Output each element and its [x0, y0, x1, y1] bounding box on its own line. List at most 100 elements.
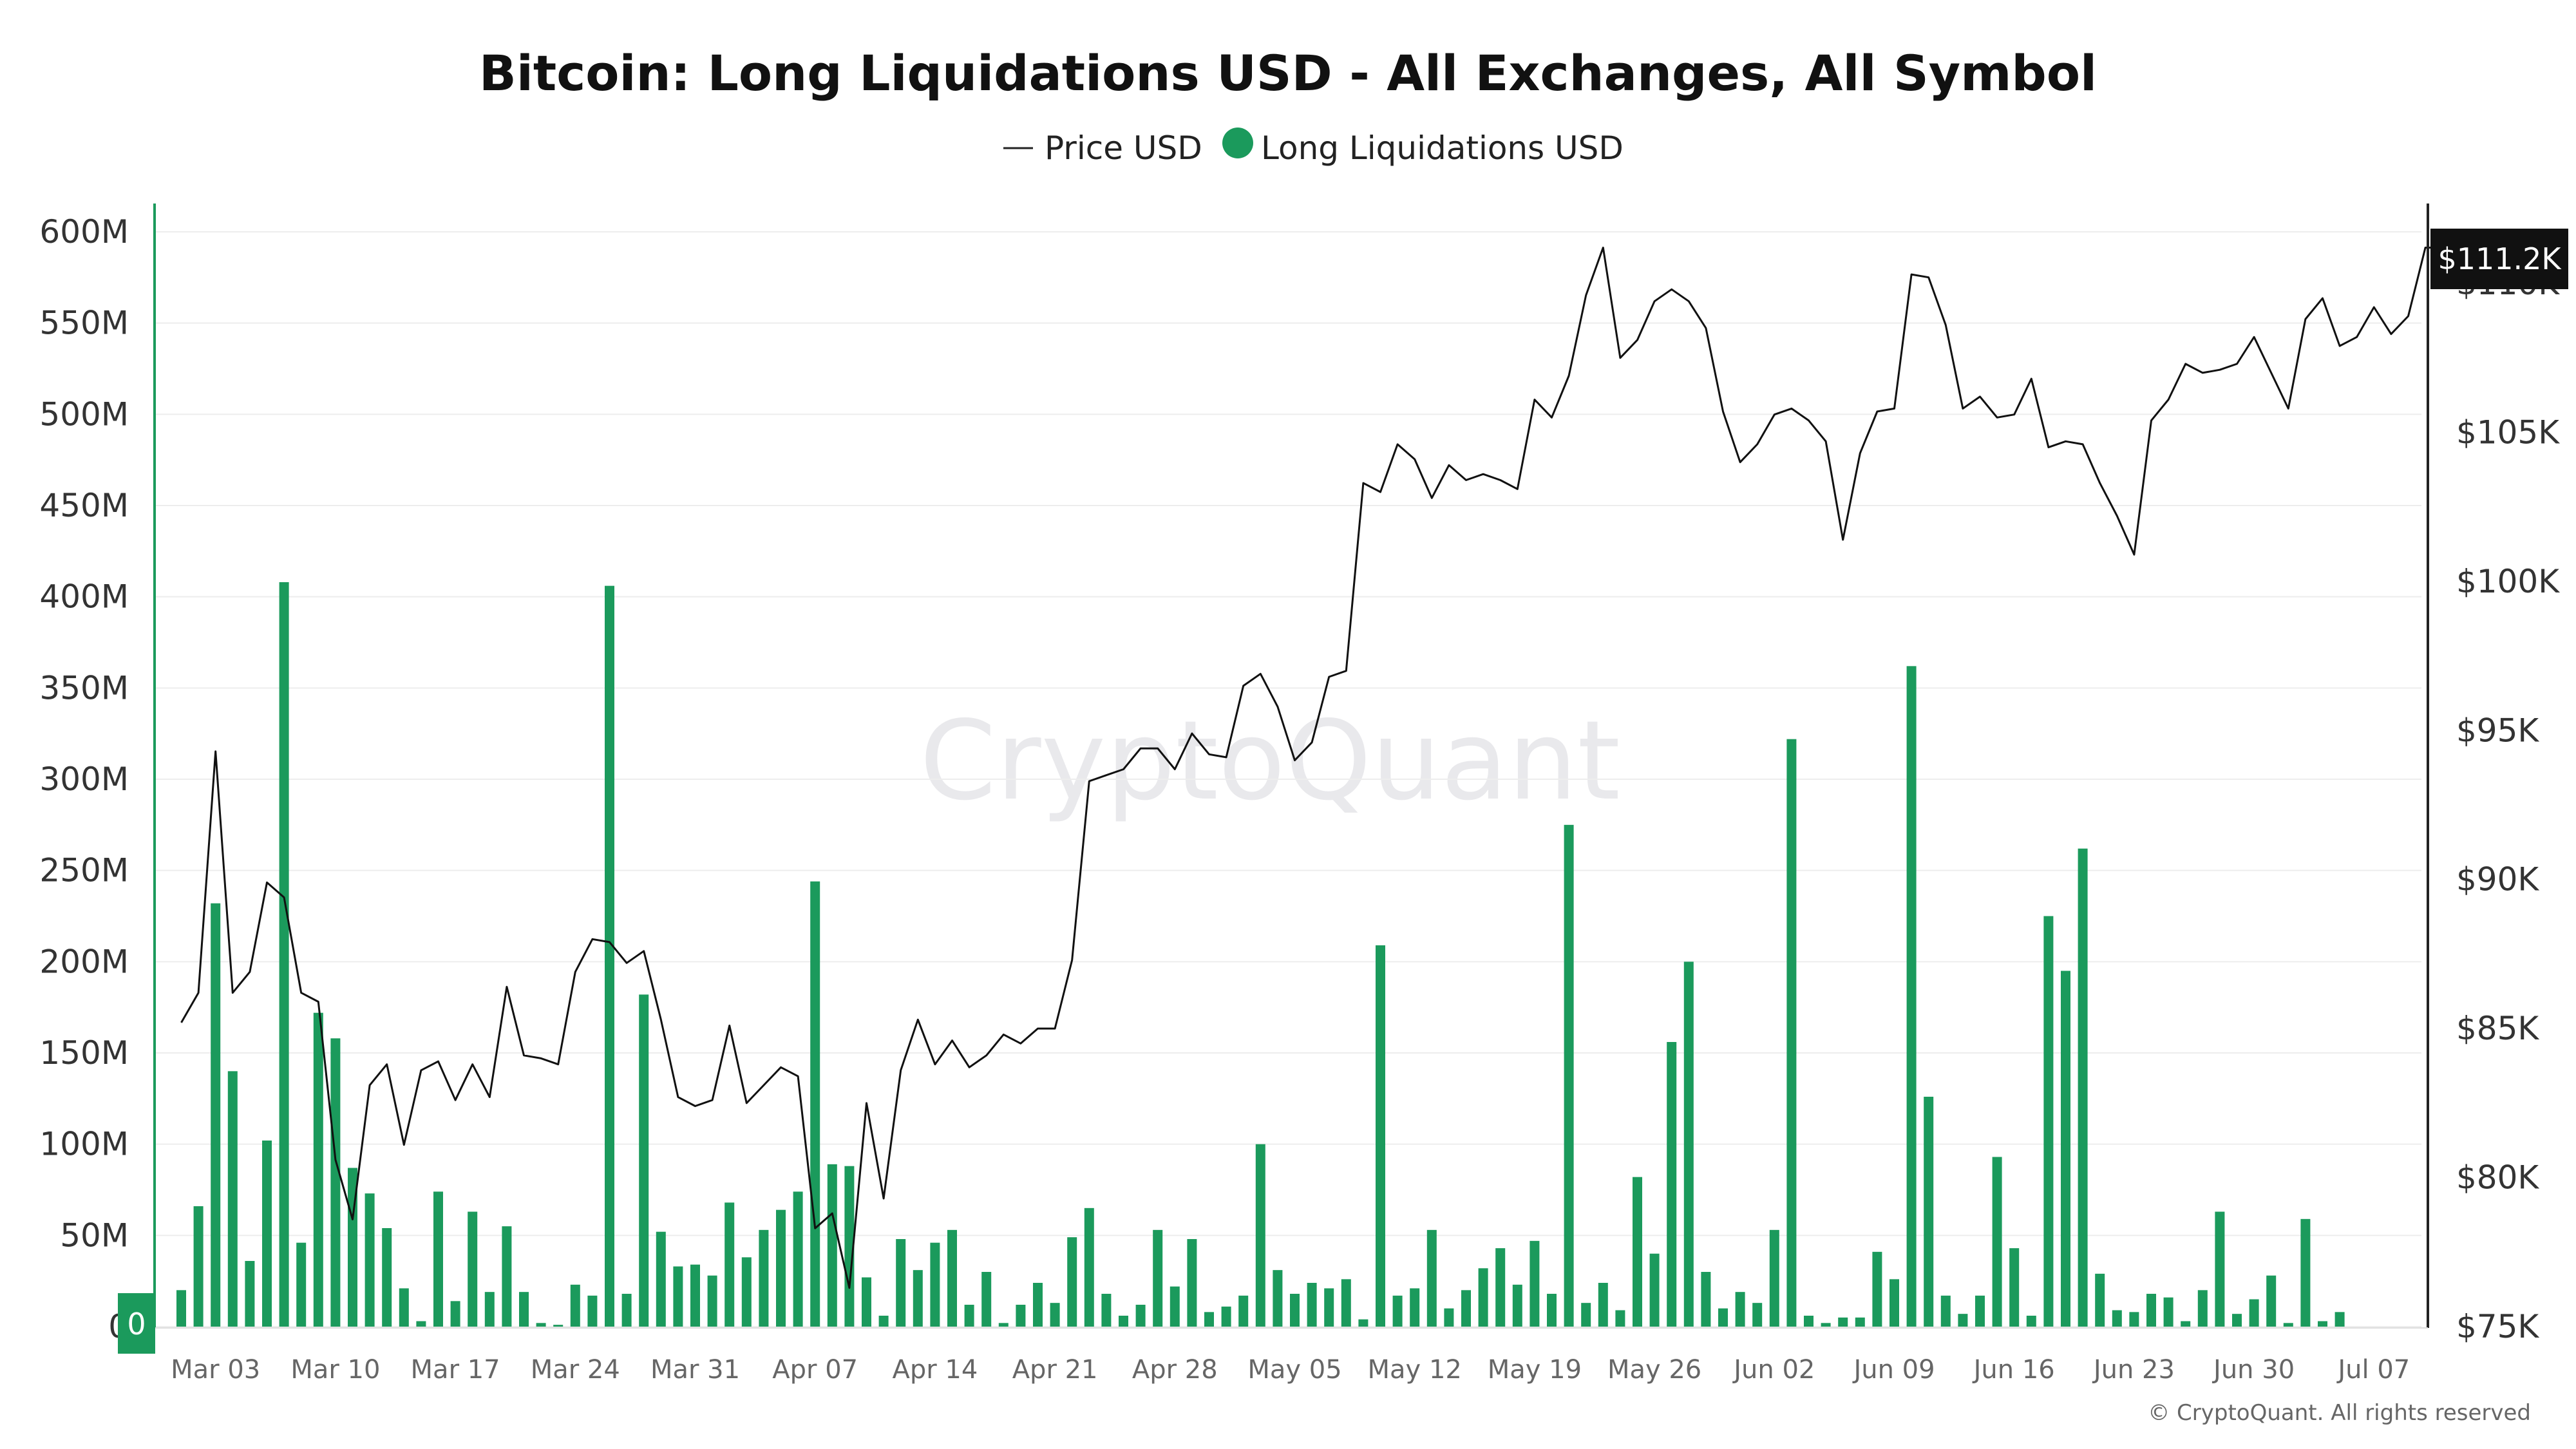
x-tick-label: Jun 16: [1972, 1355, 2055, 1385]
copyright-notice: © CryptoQuant. All rights reserved: [2148, 1400, 2531, 1426]
y-left-tick-label: 100M: [39, 1126, 129, 1163]
liquidation-bar: [450, 1301, 460, 1327]
y-right-tick-label: $85K: [2456, 1010, 2539, 1047]
liquidation-bar: [947, 1229, 957, 1327]
liquidation-bar: [245, 1261, 255, 1327]
liquidation-bar: [2283, 1323, 2293, 1327]
x-tick-label: Apr 21: [1012, 1355, 1098, 1385]
liquidation-bar: [176, 1290, 186, 1327]
grid: [155, 231, 2421, 1327]
liquidation-bar: [1906, 666, 1917, 1327]
liquidation-bar: [1924, 1097, 1934, 1327]
liquidation-bar: [2163, 1297, 2174, 1327]
liquidation-bar: [1324, 1288, 1334, 1327]
liquidation-bar: [211, 903, 221, 1327]
liquidation-bar: [690, 1264, 700, 1327]
liquidation-bar: [2043, 916, 2054, 1327]
y-left-tick-label: 200M: [39, 943, 129, 980]
liquidation-bar: [433, 1191, 443, 1327]
legend-liquidations-dot-marker: [1222, 128, 1253, 158]
liquidation-bar: [1290, 1294, 1300, 1327]
price-tag: $111.2K: [2430, 229, 2568, 289]
liquidation-bar: [1530, 1240, 1540, 1327]
liquidation-bar: [1392, 1295, 1403, 1327]
liquidation-bar: [1461, 1290, 1471, 1327]
liquidation-bar: [1855, 1317, 1865, 1327]
x-tick-label: Jul 07: [2336, 1355, 2410, 1385]
liquidation-bar: [2078, 848, 2088, 1327]
liquidation-bar: [365, 1193, 375, 1327]
liquidation-bar: [1495, 1248, 1506, 1327]
liquidation-bar: [1153, 1229, 1163, 1327]
liquidation-bar: [793, 1191, 803, 1327]
liquidation-bar: [193, 1206, 204, 1327]
x-tick-label: Jun 09: [1852, 1355, 1935, 1385]
liquidation-bar: [673, 1266, 683, 1327]
x-tick-label: Apr 28: [1132, 1355, 1218, 1385]
liquidation-bar: [741, 1257, 752, 1327]
liquidation-bar: [1119, 1316, 1128, 1327]
liquidation-bar: [1615, 1310, 1625, 1327]
liquidation-bar: [964, 1305, 974, 1327]
liquidation-bar: [2300, 1218, 2311, 1327]
liquidation-bar: [656, 1231, 666, 1327]
legend: Price USD Long Liquidations USD: [1003, 128, 1624, 167]
legend-liquidations-label: Long Liquidations USD: [1261, 129, 1624, 167]
axes: [153, 204, 2429, 1329]
liquidation-bar: [519, 1292, 529, 1327]
liquidation-bar: [1426, 1229, 1437, 1327]
liquidation-bar: [1016, 1305, 1026, 1327]
liquidation-bar: [2095, 1273, 2105, 1327]
liquidation-bar: [1067, 1237, 1077, 1327]
liquidation-bar: [1649, 1253, 1660, 1327]
y-left-tick-label: 500M: [39, 395, 129, 433]
x-tick-label: May 26: [1607, 1355, 1701, 1385]
liquidation-bar: [1187, 1239, 1197, 1327]
liquidation-bar: [2181, 1321, 2191, 1327]
zero-tag: 0: [118, 1293, 155, 1354]
liquidation-bar: [776, 1209, 786, 1327]
liquidation-bar: [227, 1071, 238, 1327]
liquidation-bar: [1273, 1270, 1283, 1327]
liquidation-bar: [1821, 1323, 1831, 1327]
liquidation-bar: [1769, 1229, 1779, 1327]
zero-tag-box: [118, 1293, 155, 1354]
legend-price-label: Price USD: [1045, 129, 1202, 167]
liquidation-bar: [416, 1321, 426, 1327]
liquidation-bar: [878, 1316, 889, 1327]
liquidation-bar: [1478, 1268, 1488, 1327]
y-right-tick-label: $90K: [2456, 861, 2539, 898]
liquidation-bar: [2318, 1321, 2327, 1327]
liquidation-bar: [930, 1242, 940, 1327]
liquidation-bar: [810, 881, 820, 1327]
liquidation-bar: [2026, 1316, 2036, 1327]
liquidation-bar: [1307, 1283, 1317, 1327]
watermark: CryptoQuant: [920, 697, 1620, 825]
y-right-tick-label: $100K: [2456, 563, 2560, 600]
liquidation-bar: [484, 1292, 495, 1327]
liquidation-bar: [2146, 1294, 2156, 1327]
price-line: [180, 247, 2443, 1289]
liquidation-bar: [1701, 1272, 1711, 1327]
liquidation-bar: [1410, 1288, 1420, 1327]
y-right-tick-label: $75K: [2456, 1308, 2539, 1345]
liquidation-bar: [1735, 1292, 1745, 1327]
y-left-tick-label: 150M: [39, 1034, 129, 1072]
liquidation-bar: [1958, 1314, 1968, 1327]
liquidation-bar: [639, 994, 649, 1327]
liquidation-bar: [468, 1211, 478, 1327]
zero-tag-label: 0: [127, 1307, 146, 1341]
liquidation-bar: [1050, 1303, 1060, 1327]
x-tick-label: May 19: [1488, 1355, 1582, 1385]
liquidation-bar: [2215, 1211, 2225, 1327]
liquidation-bar: [1255, 1144, 1265, 1327]
liquidation-bar: [1101, 1294, 1112, 1327]
x-tick-label: Mar 10: [290, 1355, 380, 1385]
y-right-tick-label: $105K: [2456, 413, 2560, 451]
liquidation-bar: [827, 1164, 837, 1327]
liquidation-bar: [724, 1202, 735, 1327]
x-tick-label: Mar 03: [171, 1355, 260, 1385]
liquidation-bar: [1940, 1295, 1951, 1327]
x-tick-label: Apr 14: [892, 1355, 978, 1385]
liquidation-bar: [1204, 1312, 1214, 1327]
